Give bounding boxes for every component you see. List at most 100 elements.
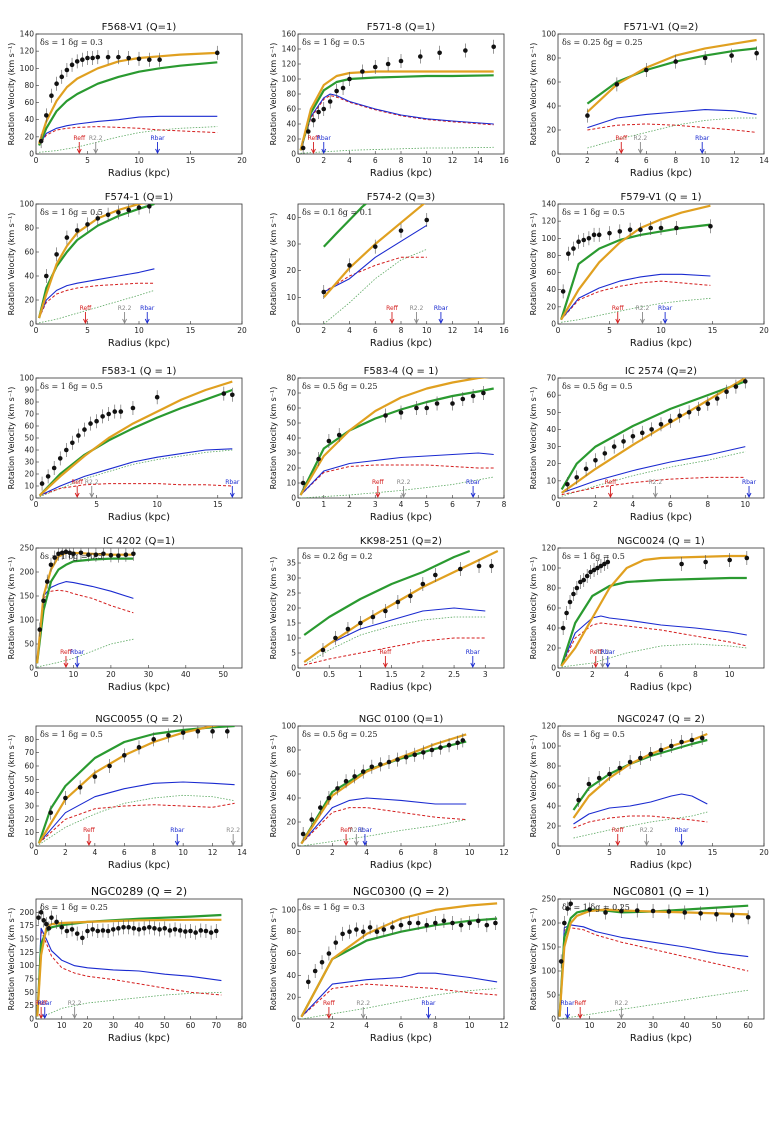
radius-marker-arrow [72,1007,78,1020]
y-tick-label: 30 [24,802,34,811]
data-point [673,59,679,64]
y-tick-label: 80 [286,90,296,99]
y-tick-label: 0 [29,320,34,329]
data-point [574,475,580,480]
data-point [605,559,611,565]
x-tick-label: 2 [585,156,590,165]
data-point [574,585,580,591]
data-point [90,927,95,932]
data-point [564,610,569,616]
radius-marker-label: Reff [71,479,84,486]
radius-marker-arrow [615,834,621,847]
series-line-gas [303,616,486,666]
x-tick-label: 14 [473,156,483,165]
data-point [49,915,54,920]
chart-title: NGC0024 (Q = 1) [617,536,705,547]
data-point [576,797,581,803]
rotation-curve-panel-ngc-0100-q-1: NGC 0100 (Q=1) 0 2 4 6 8 10 12 0 20 40 60 80 100 Radiu… [262,710,512,878]
delta-parameters: δs = 1 δg = 0.3 [40,38,103,47]
data-point [210,729,215,734]
x-tick-label: 2 [347,500,352,509]
radius-marker-label: Rbar [466,649,481,656]
data-point [121,924,126,930]
data-point [300,831,306,837]
data-point [347,76,352,82]
y-tick-label: 50 [24,640,34,649]
y-tick-label: 160 [282,30,297,39]
x-tick-label: 15 [213,500,223,509]
y-tick-label: 60 [286,105,296,114]
x-tick-label: 8 [693,670,698,679]
data-point [100,414,105,419]
series-line-red [38,802,235,844]
x-tick-label: 4 [614,156,619,165]
radius-marker-label: Reff [80,305,93,312]
data-point [63,447,69,453]
data-point [116,926,121,931]
y-tick-label: 20 [286,993,296,1002]
chart-svg: NGC0247 (Q = 2) 0 5 10 15 20 0 20 40 60 80 100 120 Ra… [529,714,769,871]
x-tick-label: 0 [34,848,39,857]
radius-marker-label: Reff [590,649,603,656]
series-line-green [38,388,233,497]
delta-parameters: δs = 1 δg = 0.5 [40,552,103,561]
data-point [408,593,413,599]
data-point [398,922,404,928]
x-tick-label: 8 [399,156,404,165]
x-tick-label: 2.5 [448,670,460,679]
data-point [38,138,44,144]
data-point [420,581,426,587]
y-tick-label: 50 [546,408,556,417]
x-axis-label: Radius (kpc) [630,338,692,349]
radius-marker-label: Reff [308,135,321,142]
data-point [335,786,340,791]
data-point [398,228,404,233]
x-axis-label: Radius (kpc) [108,682,170,693]
series-line-green [38,61,218,146]
data-point [438,745,443,750]
radius-marker-label: Reff [612,305,625,312]
data-point [69,927,75,932]
radius-marker-label: Reff [83,827,96,834]
y-tick-label: 80 [546,584,556,593]
data-point [372,64,378,70]
radius-marker-label: R2.2 [640,827,654,834]
y-tick-label: 50 [24,988,34,997]
data-point [686,409,692,415]
series-line-orange [38,380,233,497]
series-line-red [36,930,222,1017]
radius-marker-label: Rbar [150,135,165,142]
data-point [415,920,421,926]
radius-marker-label: Rbar [70,649,85,656]
data-point [593,457,598,463]
rotation-curve-panel-f574-2-q-3: F574-2 (Q=3) 0 2 4 6 8 10 12 14 16 0 10 20 30 40 Radius… [262,188,512,356]
series-line-green [323,204,368,248]
x-tick-label: 5 [85,156,90,165]
data-point [312,968,318,974]
data-point [643,67,649,73]
chart-svg: NGC0300 (Q = 2) 0 2 4 6 8 10 12 0 20 40 60 80 100 Radi… [269,885,509,1044]
series-line-gas [573,811,708,839]
y-tick-label: 15 [286,619,296,628]
radius-marker-arrow [174,834,180,847]
x-tick-label: 3 [373,500,378,509]
series-line-red [559,927,749,1017]
data-point [395,757,400,762]
data-point [151,737,157,742]
radius-marker-label: Reff [35,1000,48,1007]
data-point [77,785,83,790]
data-point [347,263,352,268]
data-point [41,598,46,604]
series-line-blue [573,793,708,825]
data-point [116,54,121,60]
data-point [354,927,359,932]
data-point [666,909,672,914]
y-axis-label: Rotation Velocity (km s⁻¹) [7,557,16,660]
y-axis-label: Rotation Velocity (km s⁻¹) [529,43,538,146]
data-point [136,927,142,932]
y-tick-label: 80 [24,224,34,233]
series-line-red [573,815,708,829]
radius-marker-arrow [401,486,406,499]
y-axis-label: Rotation Velocity (km s⁻¹) [269,387,278,490]
x-axis-label: Radius (kpc) [108,860,170,871]
